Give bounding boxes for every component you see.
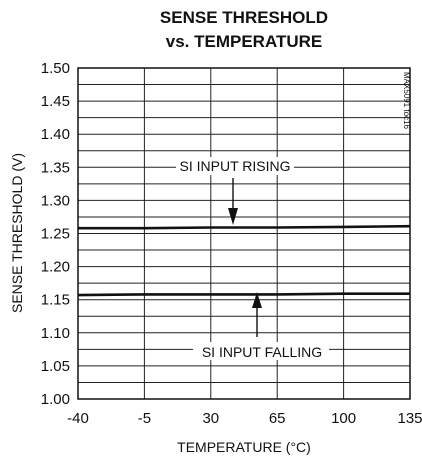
y-tick-label: 1.15 [41, 292, 70, 309]
annotation-rising-bg [176, 157, 294, 175]
y-tick-label: 1.45 [41, 93, 70, 110]
arrow-rising-head [228, 208, 238, 225]
x-tick-label: 135 [397, 410, 422, 427]
y-tick-label: 1.25 [41, 226, 70, 243]
y-tick-label: 1.30 [41, 192, 70, 209]
x-tick-labels: -40 -5 30 65 100 135 [67, 410, 422, 427]
x-tick-label: 30 [202, 410, 219, 427]
series-line-rising [78, 224, 411, 230]
annotation-falling-bg [193, 342, 329, 360]
annotation-falling: SI INPUT FALLING [202, 344, 322, 360]
y-tick-label: 1.10 [41, 325, 70, 342]
y-axis-label: SENSE THRESHOLD (V) [9, 153, 25, 313]
arrow-falling-head [252, 292, 262, 308]
x-axis-label: TEMPERATURE (°C) [177, 439, 311, 455]
y-tick-label: 1.50 [41, 60, 70, 77]
x-tick-label: -5 [138, 410, 151, 427]
annotation-rising: SI INPUT RISING [180, 158, 291, 174]
y-tick-labels: 1.50 1.45 1.40 1.35 1.30 1.25 1.20 1.15 1.10 1.05… [41, 60, 70, 408]
y-tick-label: 1.20 [41, 259, 70, 276]
chart-title-line-1: SENSE THRESHOLD [160, 8, 328, 27]
y-tick-label: 1.40 [41, 126, 70, 143]
series-lines [77, 224, 411, 297]
plot-frame [77, 67, 411, 400]
x-tick-label: -40 [67, 410, 89, 427]
y-tick-label: 1.35 [41, 159, 70, 176]
y-tick-label: 1.00 [41, 391, 70, 408]
series-line-falling [77, 292, 410, 297]
y-tick-label: 1.05 [41, 358, 70, 375]
chart-title-line-2: vs. TEMPERATURE [166, 32, 323, 51]
x-tick-label: 65 [269, 410, 286, 427]
x-tick-label: 100 [331, 410, 356, 427]
figure-code: MAX5091 toc16 [402, 72, 411, 129]
